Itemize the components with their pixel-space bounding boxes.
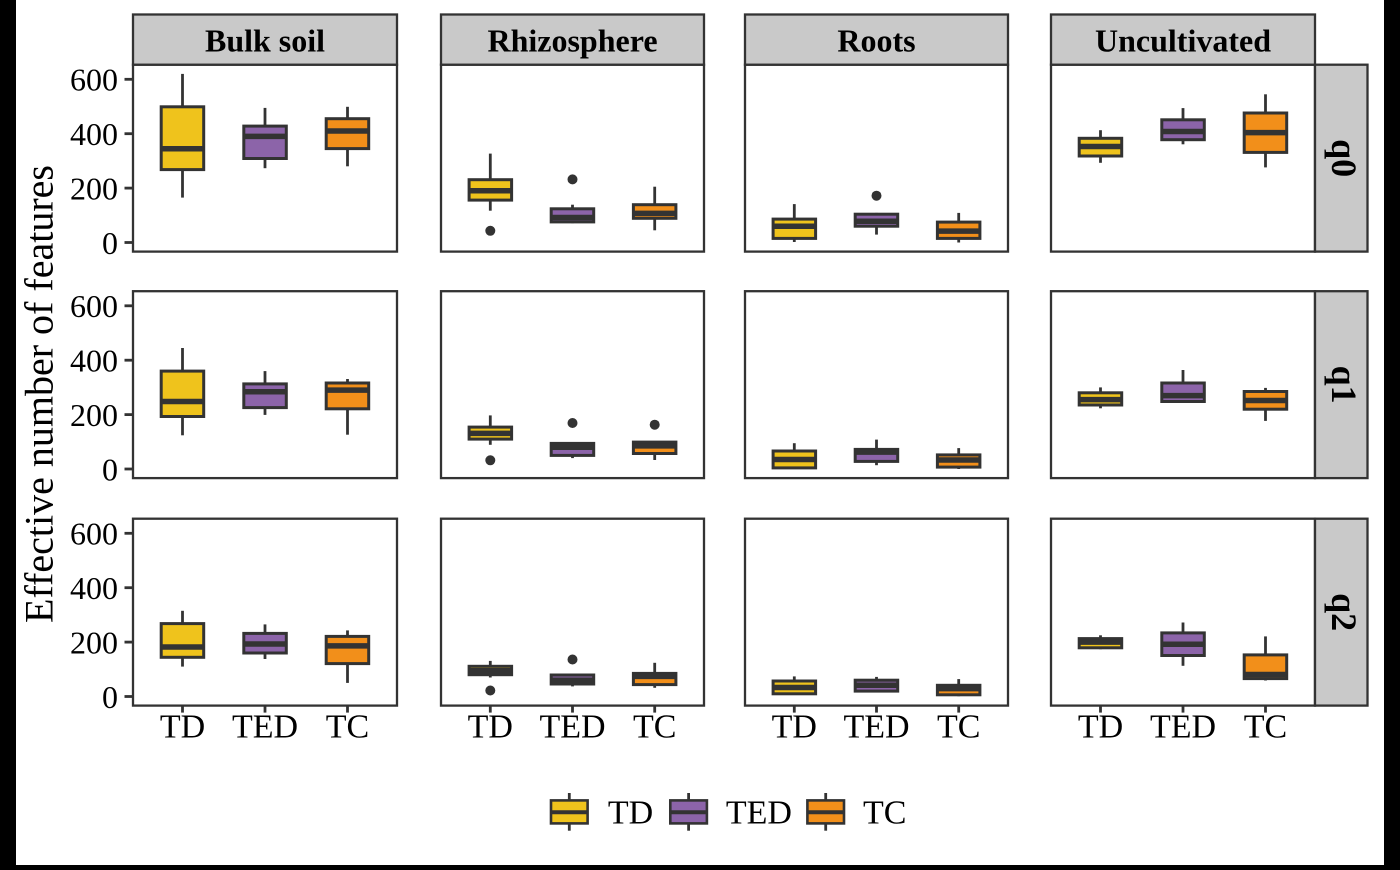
svg-text:600: 600 bbox=[70, 288, 118, 324]
svg-text:TED: TED bbox=[1150, 709, 1216, 746]
svg-text:200: 200 bbox=[70, 170, 118, 206]
svg-text:Bulk soil: Bulk soil bbox=[205, 22, 325, 58]
svg-text:q1: q1 bbox=[1324, 366, 1364, 404]
svg-text:TD: TD bbox=[160, 709, 205, 746]
svg-text:TC: TC bbox=[633, 709, 676, 746]
svg-text:600: 600 bbox=[70, 516, 118, 552]
svg-text:TED: TED bbox=[539, 709, 605, 746]
svg-text:Effective number of features: Effective number of features bbox=[17, 165, 62, 623]
svg-text:400: 400 bbox=[70, 570, 118, 606]
svg-text:0: 0 bbox=[102, 225, 118, 261]
svg-text:TC: TC bbox=[326, 709, 369, 746]
svg-text:Uncultivated: Uncultivated bbox=[1095, 22, 1271, 58]
svg-text:200: 200 bbox=[70, 624, 118, 660]
svg-text:TED: TED bbox=[843, 709, 909, 746]
svg-text:0: 0 bbox=[102, 451, 118, 487]
svg-text:q2: q2 bbox=[1324, 593, 1364, 631]
svg-text:TC: TC bbox=[1244, 709, 1287, 746]
svg-text:200: 200 bbox=[70, 397, 118, 433]
svg-text:400: 400 bbox=[70, 343, 118, 379]
svg-text:Rhizosphere: Rhizosphere bbox=[487, 22, 657, 58]
svg-text:400: 400 bbox=[70, 116, 118, 152]
svg-text:TED: TED bbox=[232, 709, 298, 746]
svg-text:TC: TC bbox=[937, 709, 980, 746]
svg-text:TD: TD bbox=[772, 709, 817, 746]
svg-text:TD: TD bbox=[608, 794, 653, 831]
svg-text:0: 0 bbox=[102, 679, 118, 715]
svg-text:TD: TD bbox=[1078, 709, 1123, 746]
svg-text:q0: q0 bbox=[1324, 139, 1364, 177]
svg-text:Roots: Roots bbox=[837, 22, 915, 58]
svg-text:TC: TC bbox=[863, 794, 906, 831]
svg-text:600: 600 bbox=[70, 62, 118, 98]
svg-text:TED: TED bbox=[726, 794, 792, 831]
svg-text:TD: TD bbox=[468, 709, 513, 746]
